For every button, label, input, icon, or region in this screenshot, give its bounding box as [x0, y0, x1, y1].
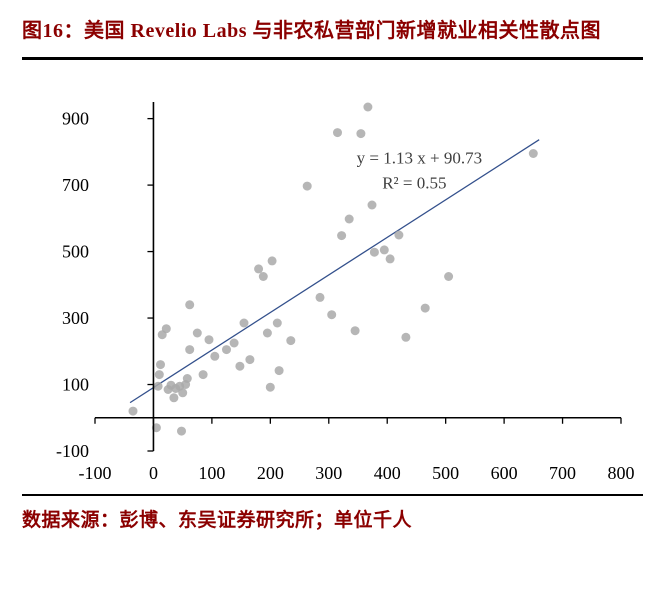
- scatter-point: [367, 200, 377, 210]
- x-axis-tick-label: 700: [549, 463, 576, 483]
- x-axis-tick-label: 600: [491, 463, 518, 483]
- scatter-point: [210, 351, 220, 361]
- scatter-point: [333, 128, 342, 138]
- scatter-point: [235, 361, 245, 371]
- scatter-point: [245, 355, 255, 365]
- scatter-point: [185, 345, 195, 355]
- scatter-point: [177, 426, 186, 436]
- scatter-point: [239, 318, 249, 328]
- scatter-point: [156, 360, 165, 370]
- trendline-r-squared-label: R² = 0.55: [382, 173, 446, 192]
- figure-title: 图16：美国 Revelio Labs 与非农私营部门新增就业相关性散点图: [22, 20, 602, 42]
- x-axis-tick-label: 100: [198, 463, 225, 483]
- x-axis-tick-label: 800: [608, 463, 635, 483]
- title-underline: [22, 57, 643, 60]
- scatter-point: [262, 328, 272, 338]
- scatter-point: [267, 256, 277, 266]
- scatter-point: [265, 382, 275, 392]
- scatter-chart: -100 0 100 200 300 400 500 600 700 800 -100 100 300 5…: [56, 102, 635, 483]
- trend-line: [129, 139, 540, 404]
- scatter-point: [337, 231, 347, 241]
- report-figure: 图16：美国 Revelio Labs 与非农私营部门新增就业相关性散点图 -1…: [22, 20, 643, 531]
- scatter-point: [385, 254, 395, 264]
- y-axis-tick-label: 500: [62, 242, 89, 262]
- y-axis-tick-label: -100: [56, 441, 89, 461]
- scatter-point: [198, 370, 208, 380]
- scatter-point: [274, 366, 284, 376]
- scatter-point: [369, 247, 379, 257]
- scatter-point: [302, 181, 312, 191]
- scatter-point: [363, 102, 373, 112]
- scatter-point: [444, 272, 454, 281]
- x-axis-tick-label: 500: [432, 463, 459, 483]
- scatter-point: [286, 336, 296, 346]
- scatter-point: [272, 318, 282, 328]
- scatter-point: [344, 214, 354, 224]
- scatter-point: [350, 326, 360, 336]
- scatter-point: [185, 300, 195, 310]
- scatter-point: [229, 338, 239, 348]
- scatter-point: [153, 381, 163, 391]
- scatter-point: [161, 324, 171, 334]
- scatter-point: [315, 292, 325, 302]
- x-axis-tick-label: 400: [374, 463, 401, 483]
- y-axis-tick-label: 900: [62, 109, 89, 129]
- x-axis-tick-label: 0: [149, 463, 158, 483]
- x-axis-tick-label: 200: [257, 463, 284, 483]
- scatter-point: [169, 393, 179, 403]
- scatter-point: [379, 245, 389, 255]
- scatter-point: [154, 370, 164, 380]
- scatter-point: [254, 264, 264, 274]
- scatter-point: [394, 230, 404, 240]
- footer-divider: [22, 494, 643, 496]
- data-source-note: 数据来源：彭博、东吴证券研究所；单位千人: [22, 510, 413, 531]
- y-axis-tick-label: 100: [62, 375, 89, 395]
- scatter-point: [128, 406, 138, 416]
- scatter-point: [258, 272, 268, 281]
- scatter-point: [327, 310, 337, 320]
- scatter-point: [528, 149, 538, 158]
- scatter-point: [178, 388, 188, 398]
- scatter-point: [204, 335, 214, 345]
- y-axis-tick-label: 700: [62, 175, 89, 195]
- scatter-point: [401, 332, 411, 342]
- scatter-point: [222, 345, 231, 355]
- x-axis-tick-label: 300: [315, 463, 342, 483]
- scatter-point: [420, 303, 430, 313]
- scatter-point: [182, 374, 192, 383]
- trendline-equation-label: y = 1.13 x + 90.73: [357, 148, 482, 167]
- scatter-point: [356, 129, 366, 139]
- x-axis-tick-label: -100: [79, 463, 112, 483]
- y-axis-tick-label: 300: [62, 308, 89, 328]
- scatter-point: [192, 328, 202, 338]
